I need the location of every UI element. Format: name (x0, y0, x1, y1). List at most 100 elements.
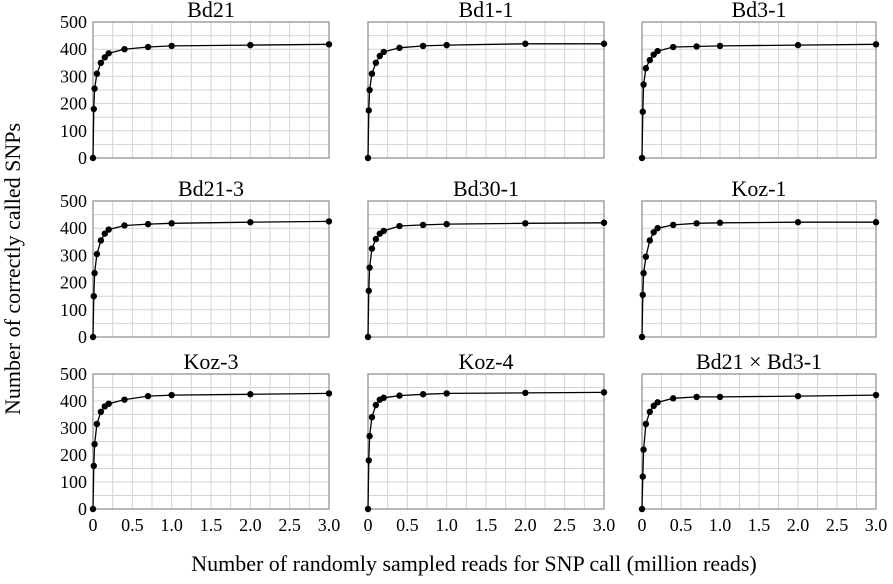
x-tick-label: 2.5 (826, 515, 849, 535)
data-point (364, 333, 372, 341)
data-point (380, 394, 387, 401)
data-point (443, 220, 450, 228)
data-point (716, 393, 724, 401)
y-tick-label: 100 (60, 472, 87, 492)
panel-title: Koz-4 (459, 349, 514, 374)
data-point (716, 42, 724, 50)
plot-area (92, 200, 330, 338)
y-tick-label: 300 (60, 66, 87, 86)
data-point (640, 81, 647, 88)
x-tick-label: 3.0 (318, 515, 341, 535)
data-point (693, 220, 700, 227)
data-point (693, 43, 700, 50)
data-point (642, 420, 650, 428)
data-point (366, 264, 373, 271)
data-point (364, 154, 372, 162)
panel-title: Bd3-1 (732, 0, 787, 22)
data-point (642, 65, 650, 72)
panel-6: Koz-1 (638, 176, 880, 341)
data-point (368, 70, 376, 77)
panel-title: Bd21 (187, 0, 235, 22)
data-point (105, 400, 112, 407)
y-tick-label: 500 (60, 364, 87, 384)
y-axis-label: Number of correctly called SNPs (0, 123, 25, 415)
x-tick-label: 2.5 (553, 515, 576, 535)
data-point (396, 222, 403, 230)
data-point (670, 43, 677, 51)
data-point (522, 40, 529, 47)
data-point (168, 220, 175, 227)
x-tick-label: 2.0 (514, 515, 537, 535)
data-point (376, 52, 383, 60)
x-tick-label: 1.5 (748, 515, 771, 535)
y-tick-label: 0 (78, 148, 87, 168)
data-point (144, 220, 152, 228)
y-tick-label: 100 (60, 300, 87, 320)
data-point (396, 44, 403, 52)
panel-title: Bd30-1 (453, 176, 519, 201)
data-point (872, 41, 880, 48)
data-point (121, 222, 128, 229)
data-point (325, 390, 333, 397)
data-point (89, 505, 97, 513)
panel-2: Bd1-1 (364, 0, 608, 162)
panel-title: Bd21 × Bd3-1 (696, 349, 822, 374)
data-point (105, 226, 112, 233)
data-point (419, 221, 427, 229)
data-point (93, 70, 101, 77)
y-tick-label: 400 (60, 39, 87, 59)
x-tick-label: 0 (638, 515, 647, 535)
data-point (168, 391, 175, 399)
data-point (872, 219, 880, 226)
data-point (97, 408, 105, 415)
data-point (90, 105, 97, 113)
data-point (366, 432, 373, 440)
data-point (639, 473, 646, 480)
x-axis-label: Number of randomly sampled reads for SNP… (191, 551, 757, 576)
x-tick-label: 2.0 (787, 515, 810, 535)
data-point (90, 462, 97, 469)
data-point (872, 391, 880, 399)
data-point (247, 391, 254, 398)
x-tick-label: 1.0 (709, 515, 732, 535)
data-point (97, 237, 105, 244)
x-tick-label: 1.0 (435, 515, 458, 535)
panel-9: Bd21 × Bd3-1 0 0.5 1.0 1.5 2.0 2.5 3.0 (638, 349, 888, 535)
data-point (325, 41, 333, 48)
panel-4: Bd21-3 0 100 200 300 400 500 (60, 176, 333, 347)
x-tick-label: 1.0 (160, 515, 183, 535)
x-tick-label: 1.5 (200, 515, 223, 535)
data-point (794, 41, 802, 49)
panel-8: Koz-4 0 0.5 1.0 1.5 2.0 2.5 3.0 (364, 349, 616, 535)
data-point (364, 505, 372, 513)
data-point (380, 48, 387, 56)
plot-area (367, 373, 605, 510)
data-point (600, 219, 608, 226)
data-point (168, 42, 175, 50)
data-point (91, 85, 98, 92)
panel-title: Bd21-3 (178, 176, 244, 201)
data-point (419, 42, 427, 50)
data-point (716, 219, 724, 226)
plot-area (641, 21, 877, 159)
data-point (654, 225, 661, 232)
y-tick-label: 400 (60, 391, 87, 411)
data-point (365, 287, 372, 294)
data-point (670, 395, 677, 402)
data-point (368, 414, 376, 421)
x-tick-label: 3.0 (593, 515, 616, 535)
data-point (638, 333, 646, 341)
x-tick-label: 2.5 (278, 515, 301, 535)
x-tick-label: 0 (364, 515, 373, 535)
data-point (600, 389, 608, 396)
data-point (101, 54, 109, 61)
data-point (640, 269, 647, 277)
x-tick-label: 0.5 (121, 515, 144, 535)
data-point (646, 237, 653, 244)
x-tick-label: 2.0 (239, 515, 262, 535)
y-tick-label: 300 (60, 418, 87, 438)
panel-7: Koz-3 0 100 200 300 400 500 0 0.5 1.0 1.5 2.0 2.5 3.0 (60, 349, 340, 535)
y-tick-label: 300 (60, 245, 87, 265)
data-point (105, 50, 112, 57)
